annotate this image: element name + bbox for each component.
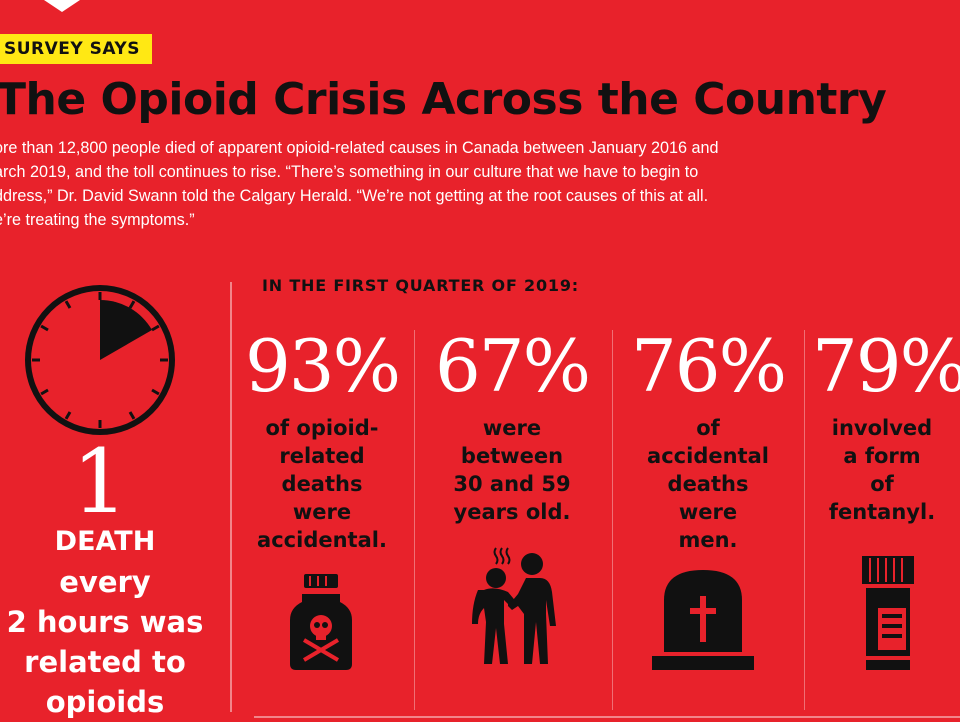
stat-line: were [482,416,542,440]
stat-line: of [696,416,720,440]
stat-line: a form [843,444,921,468]
stat-line: 30 and 59 [453,472,571,496]
bottom-rule [254,716,960,718]
stat-line: deaths [667,472,749,496]
tombstone-icon [652,570,754,670]
intro-line: ore than 12,800 people died of apparent … [0,139,719,157]
poison-bottle-icon [290,574,352,670]
stat-line: men. [678,528,738,552]
stat-percent: 93% [244,324,401,408]
stat-fentanyl: 79% involved a form of fentanyl. [812,318,960,526]
stat-age: 67% were between 30 and 59 years old. [432,318,592,526]
death-line: related to [24,645,186,679]
stat-line: accidental. [257,528,387,552]
clock-icon [25,285,175,435]
pill-bottle-icon [862,556,914,670]
stat-line: of [870,472,894,496]
top-notch-marker [44,0,80,12]
stat-description: of opioid- related deaths were accidenta… [242,414,402,554]
intro-line: arch 2019, and the toll continues to ris… [0,163,699,181]
stat-percent: 67% [434,324,591,408]
death-line: opioids [45,685,165,719]
death-line: DEATH [54,526,156,557]
stat-description: involved a form of fentanyl. [812,414,952,526]
stat-description: of accidental deaths were men. [628,414,788,554]
intro-paragraph: ore than 12,800 people died of apparent … [0,136,942,232]
stat-men: 76% of accidental deaths were men. [628,318,788,554]
intro-line: ddress,” Dr. David Swann told the Calgar… [0,187,709,205]
death-statement: DEATH every 2 hours was related to opioi… [0,522,210,722]
death-line: 2 hours was [6,605,204,639]
stat-percent: 79% [812,324,960,408]
section-badge: SURVEY SAYS [0,34,152,64]
stat-line: accidental [647,444,769,468]
stat-line: were [292,500,352,524]
stat-line: of opioid- [265,416,379,440]
stat-accidental: 93% of opioid- related deaths were accid… [242,318,402,554]
death-line: every [59,565,151,599]
page-title: The Opioid Crisis Across the Country [0,74,887,125]
stat-line: related [279,444,365,468]
column-divider [804,330,805,710]
stat-line: deaths [281,472,363,496]
big-number: 1 [72,430,128,533]
stat-line: fentanyl. [828,500,936,524]
quarter-label: IN THE FIRST QUARTER OF 2019: [262,276,579,295]
people-sharing-drugs-icon [472,547,556,664]
stat-description: were between 30 and 59 years old. [432,414,592,526]
stat-line: years old. [453,500,571,524]
column-divider [414,330,415,710]
section-divider [230,282,232,712]
stat-line: were [678,500,738,524]
stat-line: between [460,444,564,468]
column-divider [612,330,613,710]
stat-percent: 76% [630,324,787,408]
intro-line: e’re treating the symptoms.” [0,211,195,229]
stat-line: involved [831,416,933,440]
